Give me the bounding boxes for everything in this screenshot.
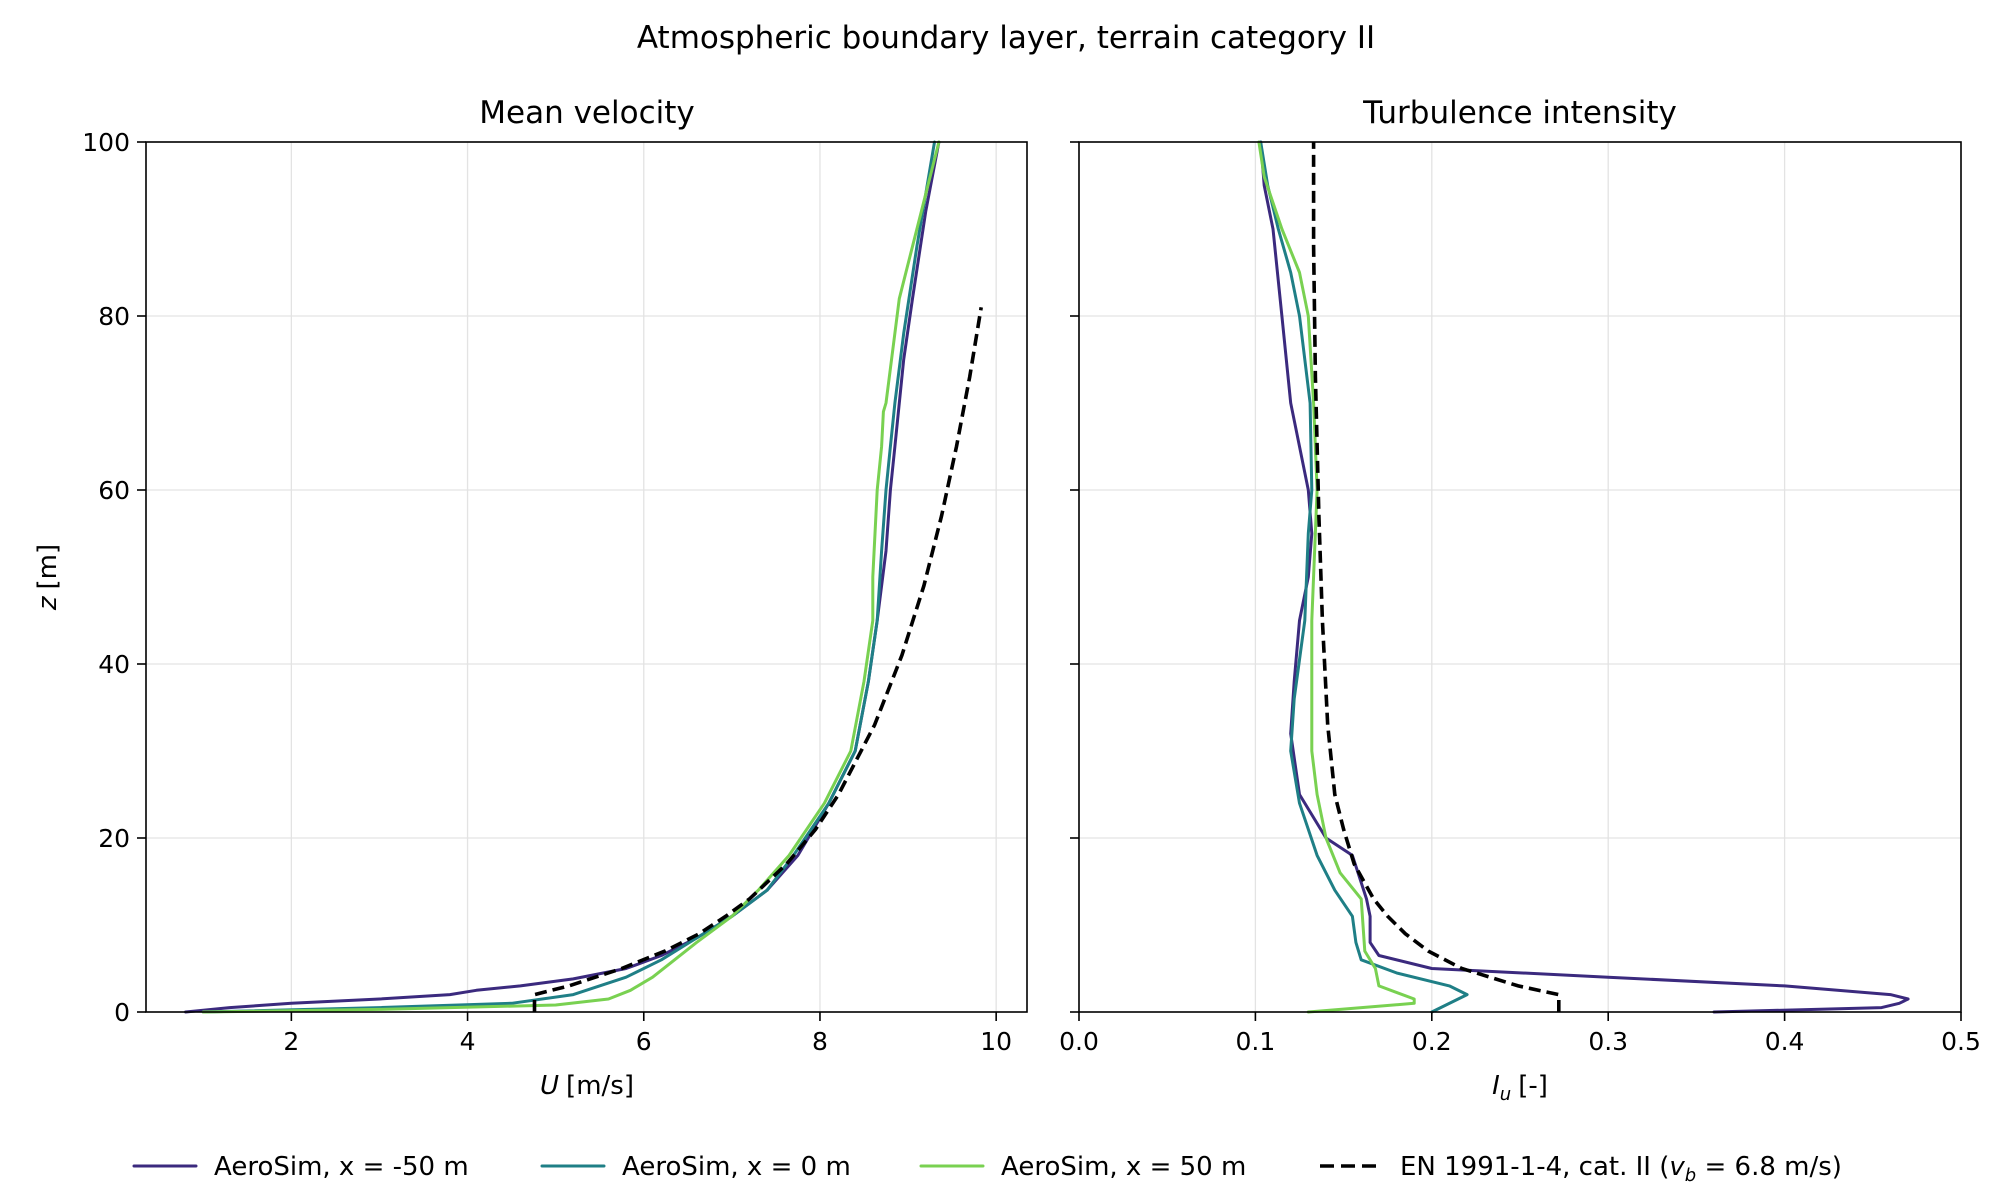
mean-velocity-xlabel-unit: [m/s] [566,1071,634,1101]
legend-label-en-1991-subscript: b [1685,1165,1696,1186]
turbulence-intensity-title: Turbulence intensity [1362,95,1677,131]
legend-label-aerosim-x-minus-50: AeroSim, x = -50 m [214,1152,469,1182]
legend-item: AeroSim, x = 50 m [919,1152,1246,1182]
turbulence-intensity-xlabel-symbol: I [1492,1071,1500,1101]
turbulence-intensity-ticks: 0.0 0.1 0.2 0.3 0.4 0.5 [1059,141,1981,1056]
mean-velocity-y-tick-label: 60 [98,476,130,505]
legend-item: EN 1991-1-4, cat. II (vb = 6.8 m/s) [1320,1152,1842,1186]
turbulence-intensity-x-tick-label: 0.5 [1941,1027,1981,1056]
mean-velocity-x-tick-label: 10 [980,1027,1012,1056]
mean-velocity-series-aerosim-x-50-m [201,140,941,1014]
legend-label-aerosim-x-50: AeroSim, x = 50 m [1001,1152,1246,1182]
mean-velocity-series-aerosim-x-50-m [184,140,941,1014]
turbulence-intensity-xlabel-unit: [-] [1518,1071,1548,1101]
turbulence-intensity-x-tick-label: 0.3 [1588,1027,1628,1056]
mean-velocity-x-tick-label: 6 [636,1027,652,1056]
legend-item: AeroSim, x = -50 m [132,1152,469,1182]
mean-velocity-y-tick-label: 80 [98,302,130,331]
legend-label-en-1991-suffix: = 6.8 m/s) [1696,1152,1842,1182]
mean-velocity-y-tick-label: 0 [114,998,130,1027]
turbulence-intensity-series-en-1991-1-4-cat-ii-v-b-6-8-m-s [1311,142,1561,1012]
mean-velocity-xlabel: U [m/s] [540,1071,634,1101]
mean-velocity-x-tick-label: 2 [283,1027,299,1056]
turbulence-intensity-x-tick-label: 0.4 [1765,1027,1805,1056]
turbulence-intensity-x-tick-label: 0.0 [1059,1027,1099,1056]
turbulence-intensity-plot-frame [1078,141,1962,1013]
mean-velocity-y-tick-label: 40 [98,650,130,679]
ylabel-unit: [m] [33,544,63,590]
legend: AeroSim, x = -50 m AeroSim, x = 0 m Aero… [132,1152,1842,1186]
mean-velocity-y-tick-label: 100 [82,128,130,157]
mean-velocity-series-aerosim-x-0-m [201,140,936,1014]
legend-label-aerosim-x-0: AeroSim, x = 0 m [622,1152,851,1182]
mean-velocity-series [184,140,983,1014]
legend-label-en-1991-prefix: EN 1991-1-4, cat. II ( [1400,1152,1669,1182]
legend-item: AeroSim, x = 0 m [540,1152,851,1182]
turbulence-intensity-series-aerosim-x-50-m [1257,140,1416,1014]
turbulence-intensity-x-tick-label: 0.2 [1412,1027,1452,1056]
mean-velocity-xlabel-symbol: U [540,1071,559,1101]
mean-velocity-title: Mean velocity [479,95,694,131]
turbulence-intensity-series [1257,140,1910,1014]
figure-title: Atmospheric boundary layer, terrain cate… [637,20,1375,56]
turbulence-intensity-series-aerosim-x-0-m [1259,140,1469,1014]
legend-label-en-1991-symbol: v [1669,1152,1685,1182]
turbulence-intensity-xlabel: Iu [-] [1492,1071,1548,1105]
mean-velocity-series-en-1991-1-4-cat-ii-v-b-6-8-m-s [532,307,983,1012]
turbulence-intensity-x-tick-label: 0.1 [1236,1027,1276,1056]
turbulence-intensity-xlabel-subscript: u [1500,1084,1511,1105]
ylabel-symbol: z [33,595,63,611]
mean-velocity-y-tick-label: 20 [98,824,130,853]
mean-velocity-plot-frame [145,141,1028,1013]
mean-velocity-x-tick-label: 4 [460,1027,476,1056]
ylabel: z [m] [33,544,63,611]
mean-velocity-x-tick-label: 8 [812,1027,828,1056]
legend-label-en-1991: EN 1991-1-4, cat. II (vb = 6.8 m/s) [1400,1152,1842,1186]
turbulence-intensity-panel: Turbulence intensity 0.0 0.1 0.2 0.3 0.4 0.5 … [1059,95,1981,1105]
